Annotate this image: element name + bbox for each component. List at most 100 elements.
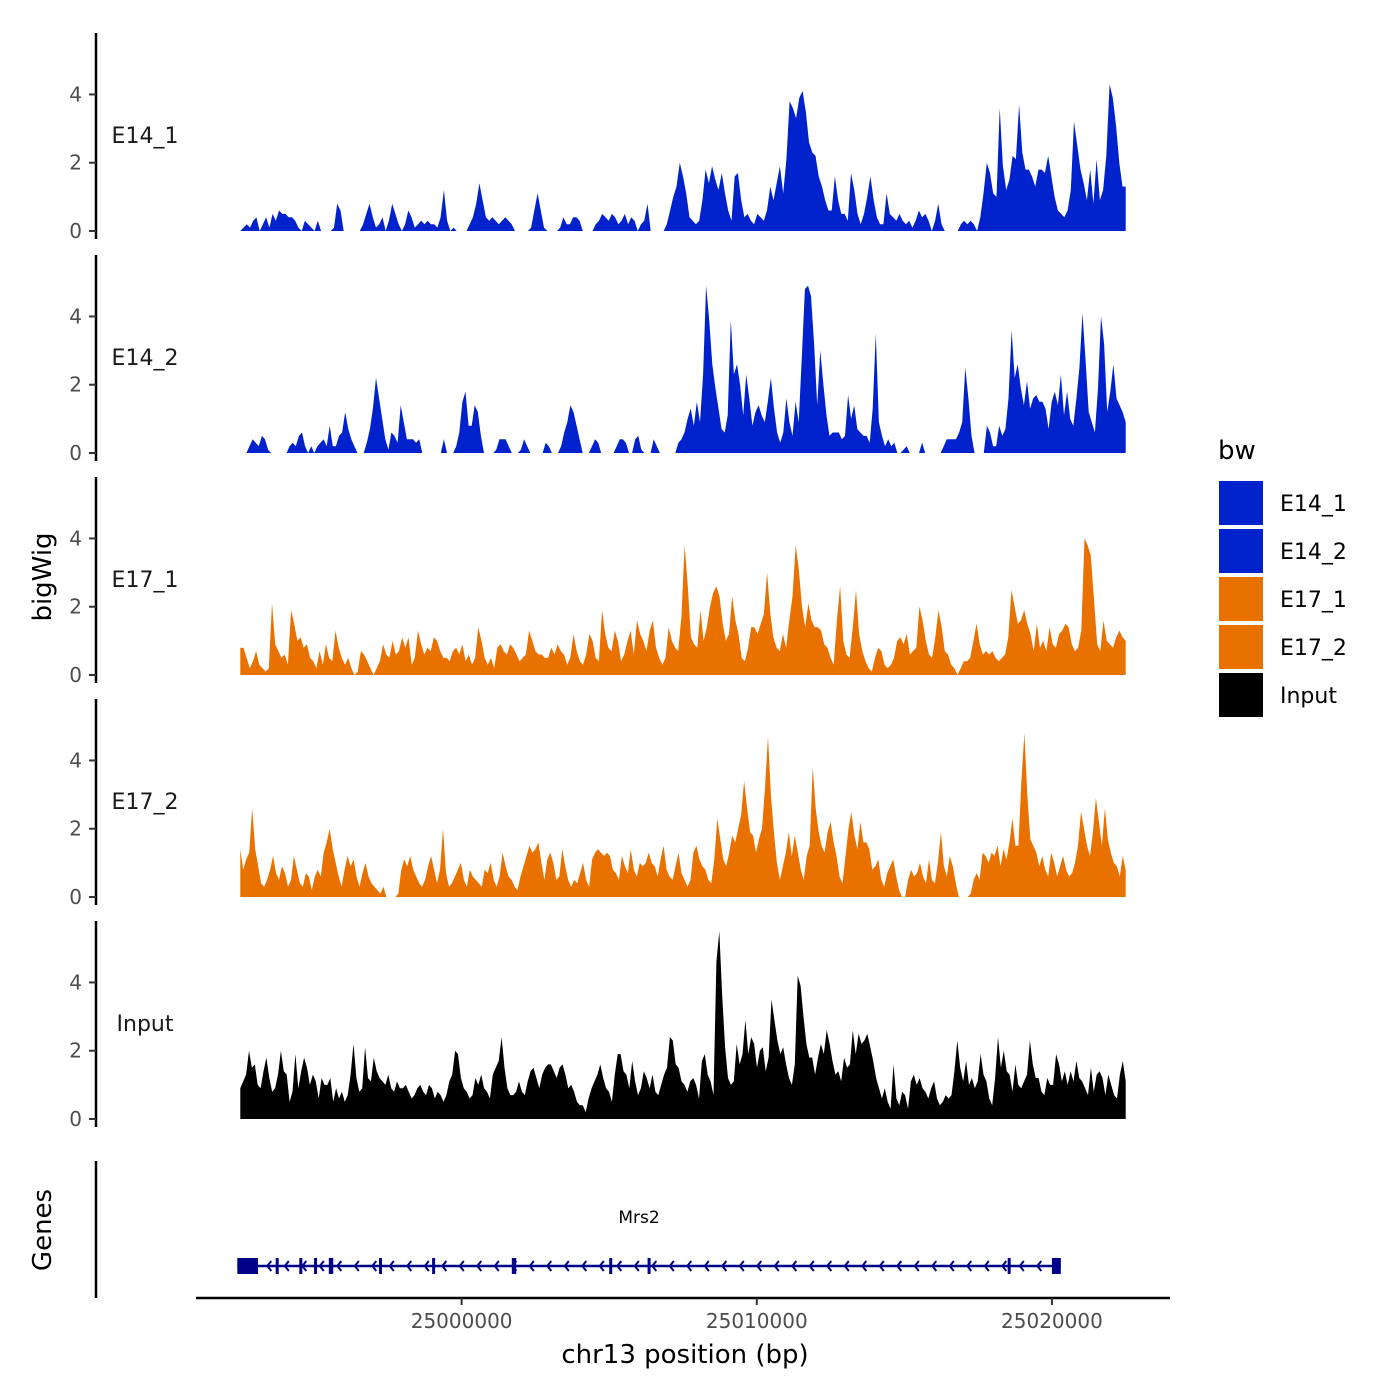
y-tick-label: 4 (69, 82, 82, 106)
track-label: E17_1 (112, 568, 179, 593)
gene-exon (1007, 1258, 1011, 1274)
legend-swatch (1219, 529, 1263, 573)
legend-label: E14_2 (1280, 540, 1347, 565)
strand-arrow (371, 1260, 378, 1272)
strand-arrow (1001, 1260, 1008, 1272)
legend: bw E14_1 E14_2 E17_1 E17_2 Input (1218, 436, 1347, 717)
strand-arrow (896, 1260, 903, 1272)
strand-arrow (651, 1260, 658, 1272)
strand-arrow (598, 1260, 605, 1272)
legend-item: E14_1 (1219, 481, 1347, 525)
y-tick-label: 4 (69, 748, 82, 772)
strand-arrow (1018, 1260, 1025, 1272)
strand-arrow (966, 1260, 973, 1272)
strand-arrow (843, 1260, 850, 1272)
gene-exon (314, 1258, 318, 1274)
strand-arrow (318, 1260, 325, 1272)
track-label: E14_1 (112, 124, 179, 149)
y-tick-label: 2 (69, 1039, 82, 1063)
strand-arrow (808, 1260, 815, 1272)
y-tick-label: 4 (69, 970, 82, 994)
x-axis-title: chr13 position (bp) (561, 1340, 808, 1370)
strand-arrow (563, 1260, 570, 1272)
y-tick-label: 0 (69, 885, 82, 909)
strand-arrow (633, 1260, 640, 1272)
strand-arrow (458, 1260, 465, 1272)
signal-area (240, 84, 1126, 231)
legend-item: Input (1219, 673, 1337, 717)
track-input: 0 2 4 Input (69, 921, 1126, 1131)
gene-exon (237, 1258, 258, 1274)
genes-axis-title: Genes (28, 1189, 58, 1271)
y-axis-title: bigWig (28, 532, 58, 621)
gene-exon (647, 1258, 651, 1274)
bigwig-tracks: 0 2 4 E14_1 0 2 4 E14_2 0 2 4 E17_1 0 2 4 E17_2 0 2 4 Input (69, 33, 1126, 1131)
strand-arrow (861, 1260, 868, 1272)
strand-arrow (546, 1260, 553, 1272)
gene-exon (378, 1258, 382, 1274)
y-tick-label: 2 (69, 817, 82, 841)
strand-arrow (493, 1260, 500, 1272)
strand-arrow (983, 1260, 990, 1272)
strand-arrow (406, 1260, 413, 1272)
strand-arrow (336, 1260, 343, 1272)
strand-arrow (826, 1260, 833, 1272)
track-e14-1: 0 2 4 E14_1 (69, 33, 1126, 243)
strand-arrow (948, 1260, 955, 1272)
strand-arrow (686, 1260, 693, 1272)
legend-item: E17_1 (1219, 577, 1347, 621)
track-e14-2: 0 2 4 E14_2 (69, 255, 1126, 465)
signal-area (240, 733, 1126, 897)
strand-arrow (441, 1260, 448, 1272)
gene-exon (432, 1258, 436, 1274)
gene-label: Mrs2 (618, 1208, 659, 1228)
track-label: Input (117, 1012, 174, 1037)
y-tick-label: 4 (69, 304, 82, 328)
strand-arrow (721, 1260, 728, 1272)
strand-arrow (581, 1260, 588, 1272)
y-tick-label: 0 (69, 219, 82, 243)
y-tick-label: 2 (69, 595, 82, 619)
y-tick-label: 4 (69, 526, 82, 550)
gene-exon (511, 1258, 517, 1274)
y-tick-label: 0 (69, 1107, 82, 1131)
signal-area (240, 931, 1126, 1119)
x-tick-label: 25000000 (411, 1309, 513, 1333)
strand-arrow (616, 1260, 623, 1272)
gene-exon (609, 1258, 613, 1274)
y-tick-label: 0 (69, 663, 82, 687)
strand-arrow (528, 1260, 535, 1272)
strand-arrow (266, 1260, 273, 1272)
legend-title: bw (1218, 436, 1256, 466)
strand-arrow (703, 1260, 710, 1272)
legend-label: E14_1 (1280, 492, 1347, 517)
x-tick-label: 25010000 (706, 1309, 808, 1333)
y-tick-label: 2 (69, 151, 82, 175)
legend-item: E14_2 (1219, 529, 1347, 573)
gene-exon (1051, 1258, 1061, 1274)
gene-panel: Mrs2 (94, 1161, 1061, 1298)
gene-exon (328, 1258, 334, 1274)
track-label: E17_2 (112, 790, 179, 815)
legend-label: E17_1 (1280, 588, 1347, 613)
legend-label: E17_2 (1280, 636, 1347, 661)
strand-arrow (931, 1260, 938, 1272)
x-tick-label: 25020000 (1001, 1309, 1103, 1333)
strand-arrow (476, 1260, 483, 1272)
strand-arrow (283, 1260, 290, 1272)
strand-arrow (1036, 1260, 1043, 1272)
strand-arrow (301, 1260, 308, 1272)
signal-area (240, 538, 1126, 675)
strand-arrow (878, 1260, 885, 1272)
strand-arrow (791, 1260, 798, 1272)
track-label: E14_2 (112, 346, 179, 371)
gene-exon (299, 1258, 303, 1274)
legend-swatch (1219, 577, 1263, 621)
strand-arrow (773, 1260, 780, 1272)
legend-swatch (1219, 481, 1263, 525)
strand-arrow (738, 1260, 745, 1272)
strand-arrow (353, 1260, 360, 1272)
strand-arrow (668, 1260, 675, 1272)
x-axis: 25000000 25010000 25020000 (196, 1296, 1170, 1333)
legend-swatch (1219, 673, 1263, 717)
